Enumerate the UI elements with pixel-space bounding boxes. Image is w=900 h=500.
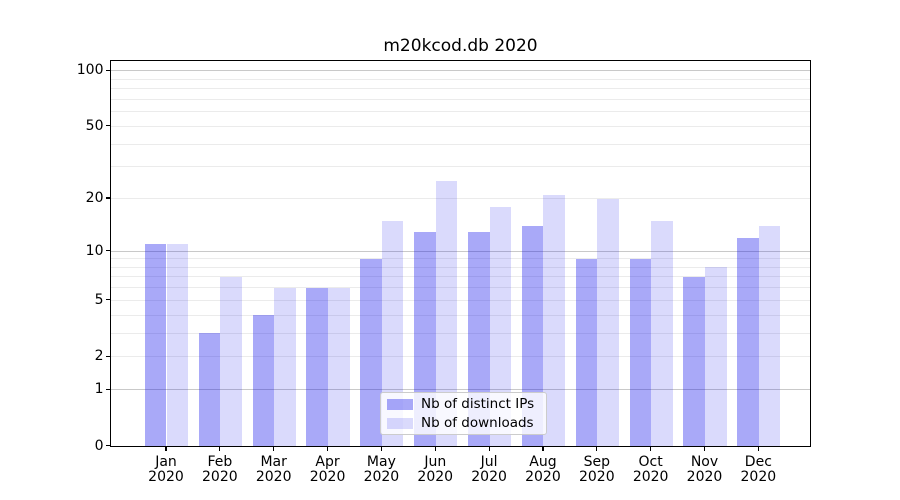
ytick-mark-20: [105, 197, 111, 199]
xtick-label-jun: Jun 2020: [417, 453, 454, 485]
bar-downloads-dec: [758, 225, 781, 446]
ytick-label-10: 10: [85, 242, 104, 259]
xtick-mark-apr: [326, 446, 329, 451]
gridline-6: [111, 287, 810, 289]
xtick-label-aug: Aug 2020: [525, 453, 561, 485]
bar-distinct-ips-may: [360, 258, 382, 446]
gridline-4: [111, 314, 810, 316]
xtick-mark-may: [380, 446, 382, 451]
legend: Nb of distinct IPs Nb of downloads: [380, 392, 547, 435]
xtick-mark-mar: [273, 446, 275, 451]
bar-downloads-apr: [328, 287, 350, 446]
gridline-50: [111, 125, 810, 127]
xtick-label-may: May 2020: [363, 453, 400, 485]
bar-downloads-may: [381, 220, 404, 446]
xtick-mark-jun: [434, 446, 436, 451]
xtick-label-mar: Mar 2020: [255, 453, 292, 485]
xtick-mark-dec: [757, 446, 759, 451]
bar-downloads-mar: [274, 287, 296, 446]
gridline-9: [111, 258, 810, 260]
bar-distinct-ips-oct: [629, 258, 652, 446]
gridline-30: [111, 166, 810, 168]
bar-distinct-ips-sep: [575, 258, 598, 446]
ytick-label-20: 20: [85, 190, 104, 206]
xtick-label-feb: Feb 2020: [202, 453, 238, 485]
chart-title: m20kcod.db 2020: [383, 36, 538, 56]
legend-swatch-downloads: [387, 417, 413, 429]
xtick-mark-nov: [703, 446, 706, 451]
ytick-label-5: 5: [94, 291, 104, 308]
xtick-mark-jul: [488, 446, 490, 451]
gridline-60: [111, 111, 810, 113]
xtick-label-sep: Sep 2020: [578, 453, 615, 485]
legend-item-downloads: Nb of downloads: [387, 415, 546, 431]
bar-distinct-ips-dec: [737, 237, 759, 446]
legend-swatch-distinct-ips: [387, 398, 413, 410]
bar-distinct-ips-aug: [521, 225, 544, 446]
gridline-80: [111, 88, 810, 90]
ytick-mark-10: [105, 249, 111, 252]
ytick-label-0: 0: [94, 437, 104, 454]
ytick-mark-100: [105, 69, 111, 71]
xtick-label-apr: Apr 2020: [309, 453, 346, 485]
gridline-40: [111, 143, 810, 145]
ytick-label-50: 50: [85, 117, 104, 134]
xtick-label-jul: Jul 2020: [471, 453, 507, 485]
xtick-label-oct: Oct 2020: [632, 453, 669, 485]
xtick-label-dec: Dec 2020: [740, 453, 777, 485]
bar-distinct-ips-feb: [198, 333, 221, 446]
gridline-8: [111, 266, 810, 268]
xtick-label-jan: Jan 2020: [148, 453, 184, 485]
bar-downloads-jul: [489, 206, 512, 446]
ytick-label-1: 1: [94, 381, 104, 398]
xtick-mark-sep: [596, 446, 598, 451]
bar-downloads-oct: [651, 220, 673, 446]
bar-downloads-sep: [597, 198, 619, 446]
gridline-100: [111, 70, 810, 72]
ytick-mark-0: [105, 444, 111, 447]
xtick-mark-feb: [219, 446, 221, 451]
bar-downloads-jan: [166, 244, 189, 446]
bar-distinct-ips-apr: [306, 287, 329, 446]
bar-downloads-nov: [705, 267, 727, 446]
gridline-90: [111, 78, 810, 80]
gridline-20: [111, 198, 810, 199]
ytick-label-100: 100: [76, 62, 104, 79]
xtick-label-nov: Nov 2020: [686, 453, 723, 485]
gridline-70: [111, 98, 810, 100]
bar-downloads-jun: [435, 181, 458, 446]
ytick-mark-2: [105, 355, 111, 357]
bar-distinct-ips-mar: [252, 315, 275, 446]
bar-distinct-ips-nov: [683, 277, 705, 446]
gridline-1: [111, 389, 810, 391]
gridline-5: [111, 299, 810, 301]
xtick-mark-oct: [650, 446, 652, 451]
gridline-10: [111, 250, 810, 252]
legend-item-distinct-ips: Nb of distinct IPs: [387, 396, 546, 412]
xtick-mark-jan: [165, 446, 167, 451]
legend-label-distinct-ips: Nb of distinct IPs: [421, 396, 535, 412]
ytick-label-2: 2: [94, 348, 104, 365]
bar-downloads-feb: [220, 277, 242, 446]
bar-downloads-aug: [543, 194, 566, 446]
legend-label-downloads: Nb of downloads: [421, 415, 534, 431]
ytick-mark-5: [105, 299, 111, 301]
bar-distinct-ips-jan: [144, 244, 167, 446]
gridline-2: [111, 356, 810, 358]
ytick-mark-1: [105, 388, 111, 390]
plot-area: [110, 60, 811, 447]
ytick-mark-50: [105, 125, 111, 127]
gridline-3: [111, 332, 810, 334]
gridline-7: [111, 276, 810, 278]
xtick-mark-aug: [542, 446, 544, 451]
